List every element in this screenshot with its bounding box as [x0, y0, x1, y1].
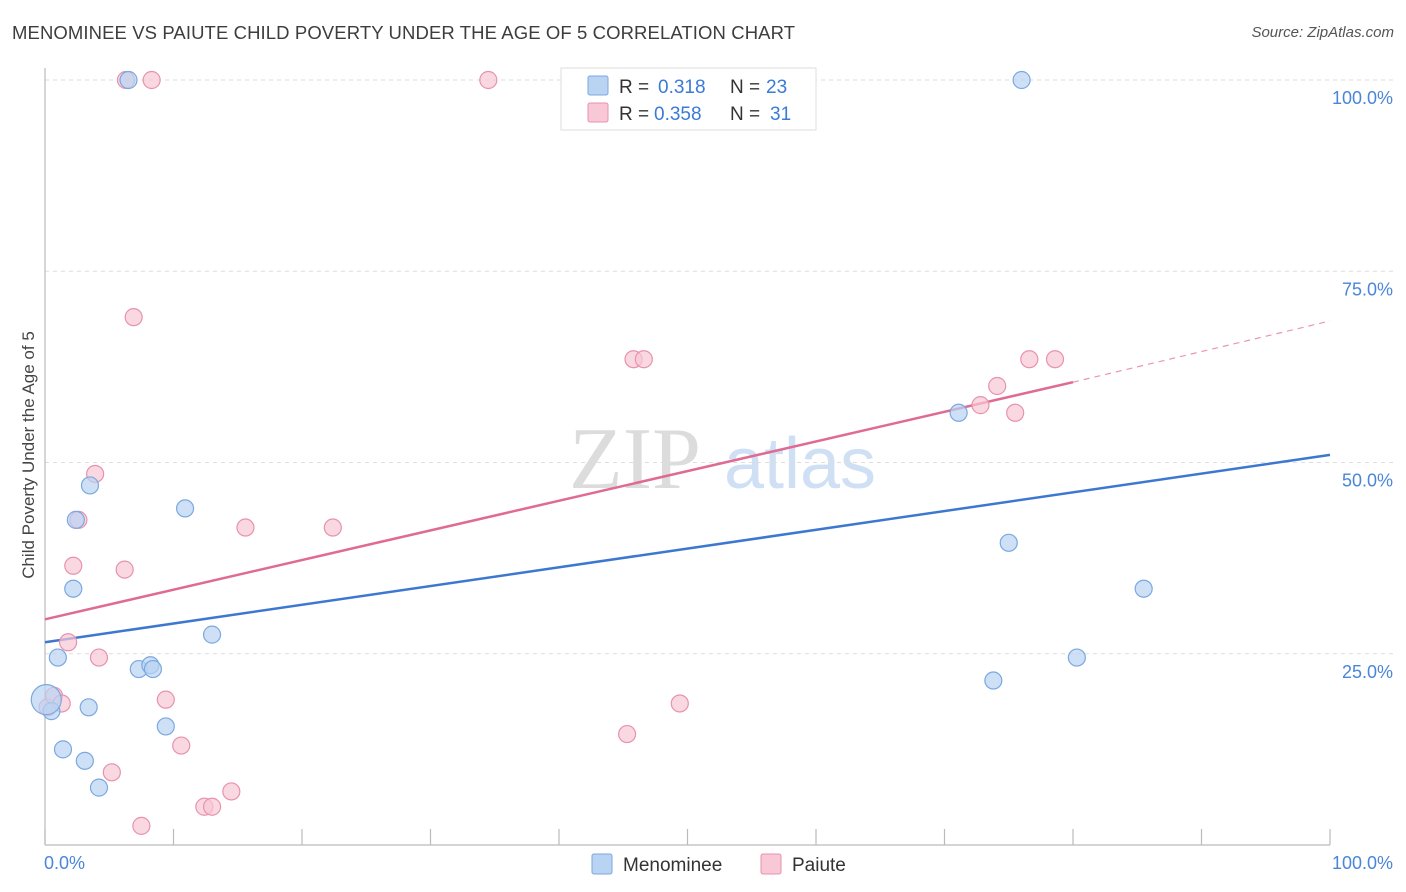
- y-tick-label: 100.0%: [1332, 88, 1393, 108]
- bottom-legend-swatch-menominee: [591, 853, 613, 875]
- point-menominee: [48, 648, 67, 667]
- bottom-legend-swatch-paiute: [760, 853, 782, 875]
- legend-swatch-menominee: [587, 75, 609, 96]
- bottom-legend-menominee: Menominee: [623, 855, 722, 876]
- point-paiute: [479, 70, 498, 90]
- point-menominee: [75, 751, 94, 770]
- point-menominee: [64, 579, 83, 598]
- point-paiute: [156, 690, 175, 709]
- legend-r-value-menominee: 0.318: [658, 77, 706, 98]
- point-paiute: [971, 396, 990, 415]
- legend-n-label-1: N =: [730, 77, 760, 98]
- y-tick-labels: 25.0% 50.0% 75.0% 100.0%: [1332, 88, 1393, 682]
- point-menominee: [156, 717, 175, 736]
- x-tick-label-min: 0.0%: [44, 853, 85, 873]
- x-tick-label-max: 100.0%: [1332, 853, 1393, 873]
- point-menominee: [175, 499, 195, 518]
- point-menominee: [119, 70, 138, 90]
- point-paiute: [64, 556, 83, 575]
- point-paiute: [323, 518, 342, 537]
- legend-r-label-1: R =: [619, 77, 649, 98]
- legend: R = 0.318 N = 23 R = 0.358 N = 31: [560, 67, 817, 131]
- point-menominee: [80, 476, 100, 495]
- legend-r-value-paiute: 0.358: [654, 104, 702, 125]
- point-paiute: [236, 518, 255, 537]
- point-menominee: [1067, 648, 1086, 667]
- data-points: [30, 70, 1153, 835]
- legend-n-label-2: N =: [730, 104, 760, 125]
- point-menominee: [999, 533, 1018, 552]
- point-paiute: [1045, 350, 1065, 369]
- point-menominee: [202, 625, 222, 644]
- trend-line-extension-paiute: [1072, 320, 1331, 383]
- point-menominee: [79, 698, 98, 717]
- point-menominee: [1134, 579, 1153, 598]
- legend-n-value-paiute: 31: [770, 104, 791, 125]
- trend-line-menominee: [44, 453, 1331, 644]
- x-tick-labels: 0.0% 100.0%: [44, 853, 1393, 873]
- point-paiute: [222, 782, 241, 801]
- point-paiute: [132, 816, 151, 835]
- grid: [45, 79, 1395, 655]
- point-paiute: [634, 350, 653, 369]
- point-menominee: [143, 659, 163, 679]
- point-paiute: [670, 694, 689, 713]
- point-menominee: [949, 403, 968, 422]
- point-paiute: [172, 736, 191, 755]
- point-paiute: [142, 70, 161, 90]
- y-axis-label: Child Poverty Under the Age of 5: [19, 331, 38, 579]
- point-menominee: [1012, 70, 1031, 90]
- chart-title: MENOMINEE VS PAIUTE CHILD POVERTY UNDER …: [12, 22, 796, 43]
- point-paiute: [124, 308, 143, 327]
- legend-n-value-menominee: 23: [766, 77, 787, 98]
- point-paiute: [988, 376, 1007, 396]
- watermark-atlas: atlas: [724, 424, 876, 504]
- point-paiute: [1006, 403, 1025, 422]
- point-paiute: [89, 648, 109, 667]
- point-paiute: [618, 724, 637, 744]
- point-paiute: [202, 797, 222, 816]
- point-menominee: [53, 740, 73, 759]
- bottom-legend: Menominee Paiute: [591, 853, 846, 876]
- point-paiute: [59, 633, 78, 652]
- point-paiute: [115, 560, 134, 579]
- point-menominee: [30, 684, 62, 716]
- point-paiute: [102, 763, 121, 782]
- point-paiute: [1020, 350, 1039, 369]
- y-tick-label: 50.0%: [1342, 471, 1393, 491]
- y-tick-label: 25.0%: [1342, 662, 1393, 682]
- legend-swatch-paiute: [587, 102, 609, 123]
- point-menominee: [89, 778, 109, 797]
- trend-line-paiute: [44, 380, 1074, 621]
- trend-lines: [44, 320, 1331, 644]
- watermark-zip: ZIP: [569, 411, 701, 508]
- legend-r-label-2: R =: [619, 104, 649, 125]
- point-menominee: [984, 671, 1003, 690]
- source-label: Source: ZipAtlas.com: [1251, 24, 1394, 41]
- y-tick-label: 75.0%: [1342, 279, 1393, 299]
- bottom-legend-paiute: Paiute: [792, 855, 846, 876]
- point-menominee: [66, 510, 85, 529]
